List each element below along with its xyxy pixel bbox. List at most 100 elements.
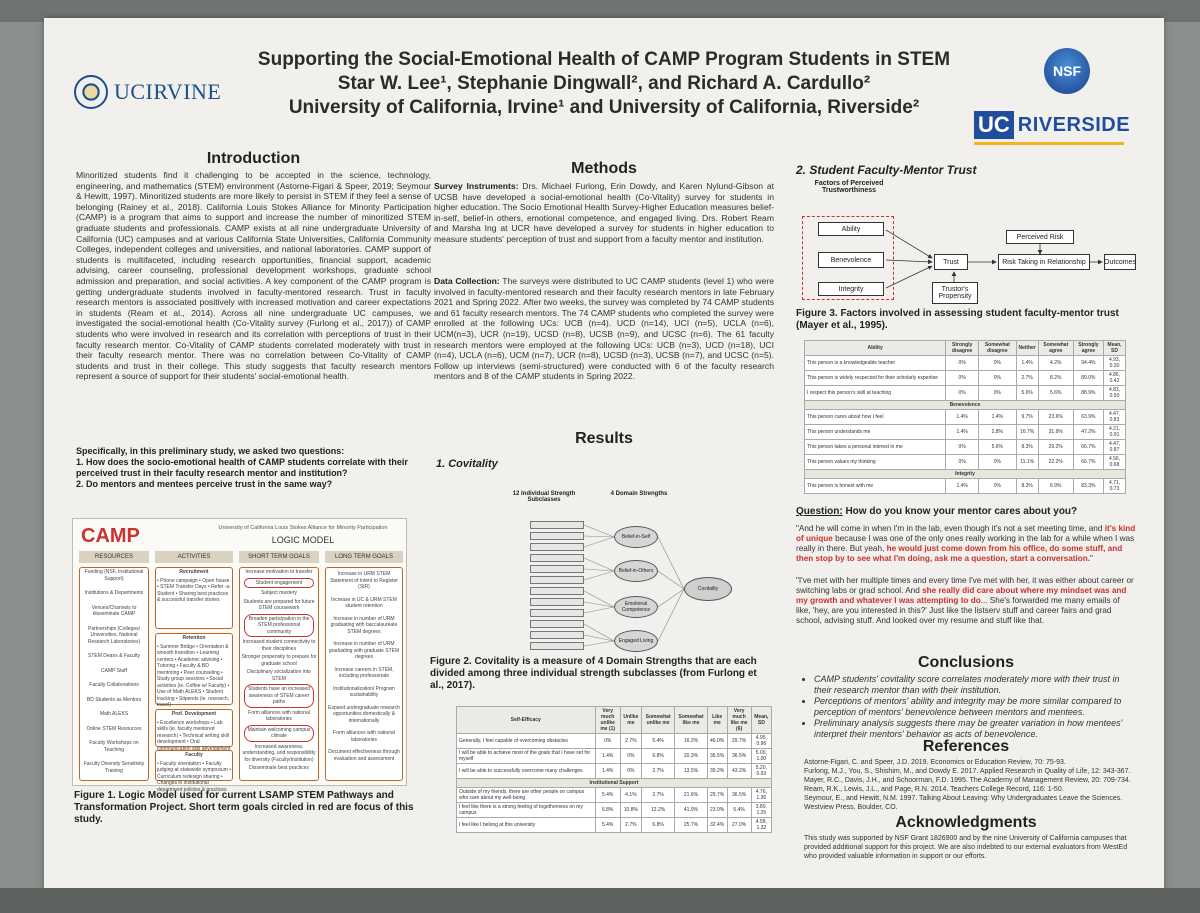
table-cell: 1.4% [978, 409, 1017, 425]
ucr-gold-bar [974, 142, 1124, 145]
lm-resource: STEM Deans & Faculty [88, 653, 140, 659]
uci-logo-text: UCIRVINE [114, 79, 222, 104]
table-header: Strongly disagree [945, 340, 980, 356]
table-cell: 1.4% [945, 478, 980, 494]
title-affiliations: University of California, Irvine¹ and Un… [288, 97, 920, 118]
table-cell: I will be able to achieve most of the go… [456, 748, 596, 764]
lm-long-term-goal: Document effectiveness through evaluatio… [328, 749, 400, 762]
quote-highlight: she really did care about where my minds… [796, 586, 1127, 605]
poster: UCIRVINE NSF UC RIVERSIDE Supporting the… [44, 18, 1164, 890]
reference-item: Astorne-Figari, C. and Speer, J.D. 2019.… [804, 759, 1066, 766]
cv-subclasses-label: 12 Individual Strength Subclasses [512, 491, 576, 503]
lm-header-resources: RESOURCES [79, 551, 149, 563]
lm-long-term-goal: Institutionalization/ Program sustainabi… [333, 685, 395, 699]
covitality-diagram: 12 Individual Strength Subclasses 4 Doma… [484, 491, 774, 676]
table-cell: I respect this person's skill at teachin… [803, 385, 947, 401]
table-cell: 63.9% [1072, 409, 1105, 425]
question-1: 1. How does the socio-emotional health o… [76, 457, 408, 478]
lm-header-long-term: LONG TERM GOALS [325, 551, 403, 563]
lm-long-term-goal: Expand undergraduate research opportunit… [328, 704, 400, 724]
lm-short-term-goal-circled: Student engagement [244, 577, 314, 588]
reference-item: Seymour, E., and Hewitt, N.M. 1997. Talk… [804, 795, 1123, 811]
table-cell: 6.8% [640, 817, 676, 833]
lm-short-term-goal: Disciplinary socialization into STEM [247, 669, 311, 682]
cv-subclass-box [530, 587, 584, 595]
lm-short-term-column: Increase motivation to transfer Student … [239, 567, 319, 781]
table-row: I feel like I belong at this university … [456, 817, 773, 833]
reference-item: Ream, R.K., Lewis, J.L., and Page, R.N. … [804, 786, 1064, 793]
table-cell: 9.7% [1015, 409, 1039, 425]
table-cell: 12.2% [640, 802, 676, 818]
lm-prof-dev-heading: Prof. Development [171, 711, 217, 717]
lm-resource: Faculty Collaborations [89, 682, 139, 688]
table-cell: 2.8% [978, 424, 1017, 440]
trust-factors-label: Factors of Perceived Trustworthiness [814, 180, 884, 194]
table-cell: 0% [945, 454, 980, 470]
table-cell: 4.1% [619, 787, 642, 803]
lm-resource: Partnerships (Colleges/ Universities, Na… [87, 625, 141, 645]
cv-subclass-box [530, 532, 584, 540]
table-cell: This person takes a personal interest in… [803, 439, 947, 455]
table-cell: 4.47, 0.83 [1103, 409, 1126, 425]
lm-faculty-items: • Faculty orientation • Faculty judging … [157, 760, 232, 793]
quote-text: because I was one of the only ones reall… [796, 534, 1135, 553]
quote-2: "I've met with her multiple times and ev… [796, 576, 1136, 626]
poster-title: Supporting the Social-Emotional Health o… [234, 48, 974, 120]
table-row: I will be able to successfully overcome … [456, 763, 773, 779]
table-cell: 25.7% [674, 817, 708, 833]
table-cell: 0% [978, 478, 1017, 494]
table-row: This person understands me 1.4% 2.8% 16.… [803, 424, 1126, 440]
table-cell: 46.0% [706, 733, 728, 749]
table-cell: 4.95, 0.96 [750, 733, 773, 749]
methods-data-collection: Data Collection: The surveys were distri… [434, 276, 774, 382]
quote-highlight: he would just come down from his office,… [796, 544, 1123, 563]
lm-recruitment-box: Recruitment • Phone campaign • Open hous… [155, 567, 233, 629]
lm-resource: CAMP Staff [101, 667, 127, 674]
research-questions: Specifically, in this preliminary study,… [76, 446, 431, 490]
lm-short-term-goal: Increased student connectivity to their … [242, 639, 316, 652]
table-cell: 11.1% [1015, 454, 1039, 470]
table-cell: 0% [978, 355, 1017, 371]
table-cell: 4.47, 0.87 [1103, 439, 1126, 455]
lm-long-term-column: Increase in URM STEM Statement of Intent… [325, 567, 403, 781]
trust-subheading: 2. Student Faculty-Mentor Trust [796, 163, 977, 177]
lm-long-term-goal: Form alliances with national laboratorie… [333, 730, 395, 743]
table-cell: 23.0% [706, 802, 728, 818]
table-cell: This person is a knowledgeable teacher [803, 355, 947, 371]
table-row: Generally, I feel capable of overcoming … [456, 733, 773, 749]
conclusion-item: CAMP students' covitality score correlat… [814, 674, 1136, 696]
lm-long-term-goal: Increase in number of URM graduating wit… [330, 615, 398, 635]
cv-subclass-box [530, 598, 584, 606]
table-cell: 5.20, 0.93 [750, 763, 773, 779]
table-cell: 5.6% [1015, 385, 1039, 401]
trust-ability-box: Ability [818, 222, 884, 236]
reference-item: Mayer, R.C., Davis, J.H., and Schoorman,… [804, 777, 1131, 784]
acknowledgments-text: This study was supported by NSF Grant 18… [804, 835, 1128, 860]
cv-subclass-box [530, 554, 584, 562]
table-cell: 4.56, 0.68 [1103, 454, 1126, 470]
table-cell: 1.4% [1015, 355, 1039, 371]
conclusion-item: Preliminary analysis suggests there may … [814, 718, 1136, 740]
lm-long-term-goal: Increase in URM STEM Statement of Intent… [330, 571, 398, 590]
table-cell: 4.21, 0.91 [1103, 424, 1126, 440]
table-cell: 16.7% [1015, 424, 1039, 440]
table-cell: 36.5% [726, 787, 752, 803]
lm-short-term-goal: Stronger propensity to prepare for gradu… [241, 654, 317, 667]
table-header: Ability [803, 340, 947, 356]
lm-resource: Funding (NSF, Institutional Support) [84, 569, 144, 582]
table-cell: This person is widely respected for thei… [803, 370, 947, 386]
lm-resource: BD Students as Mentors [86, 696, 142, 703]
figure-2-caption: Figure 2. Covitality is a measure of 4 D… [430, 656, 757, 691]
table-cell: 66.7% [1072, 439, 1105, 455]
lm-short-term-goal: Subject mastery [261, 590, 297, 596]
uci-logo: UCIRVINE [74, 73, 221, 113]
lm-resource: Faculty Workshops on Teaching [89, 740, 139, 753]
lm-faculty-box: Faculty • Faculty orientation • Faculty … [155, 750, 233, 793]
table-cell: 4.58, 1.32 [750, 817, 773, 833]
lm-recruitment-heading: Recruitment [179, 569, 209, 575]
table-row: I feel like there is a strong feeling of… [456, 802, 773, 818]
logic-model-org: University of California Louis Stokes Al… [218, 525, 388, 531]
lm-resources-column: Funding (NSF, Institutional Support) Ins… [79, 567, 149, 781]
table-row: I will be able to achieve most of the go… [456, 748, 773, 764]
trust-propensity-box: Trustor's Propensity [932, 282, 978, 304]
